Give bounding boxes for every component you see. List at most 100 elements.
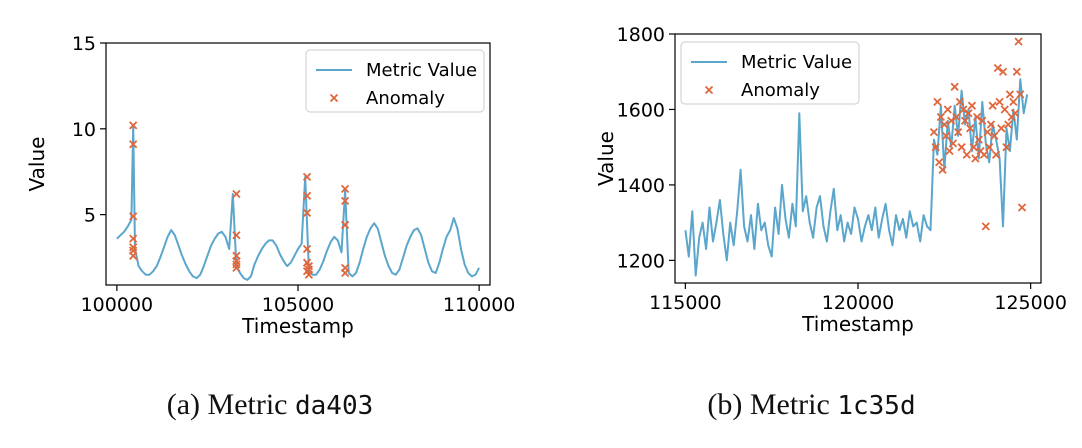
anomaly-point xyxy=(966,124,975,133)
anomaly-point xyxy=(953,127,963,137)
chart-a-svg: 100000 105000 110000 5 10 15 Timestamp Value Met… xyxy=(25,33,516,338)
anomaly-point xyxy=(933,97,942,107)
legend-anomaly-swatch xyxy=(329,93,339,103)
legend-anomaly-swatch xyxy=(704,85,714,95)
anomaly-point xyxy=(1017,203,1027,212)
anomaly-point xyxy=(1004,120,1013,129)
anomaly-point xyxy=(1000,105,1009,114)
anomaly-point xyxy=(983,127,992,137)
anomaly-point xyxy=(990,131,999,141)
anomaly-point xyxy=(931,143,940,152)
anomaly-point xyxy=(998,67,1008,76)
anomaly-point xyxy=(967,101,977,110)
anomaly-point xyxy=(941,131,951,141)
anomaly-point xyxy=(957,143,966,152)
anomaly-point xyxy=(943,105,952,114)
anomaly-point xyxy=(950,82,959,91)
legend-label-metric-value: Metric Value xyxy=(741,52,852,73)
x-axis-label: Timestamp xyxy=(801,312,914,336)
anomaly-point xyxy=(1012,67,1021,76)
y-tick-label: 1400 xyxy=(617,175,665,197)
anomaly-point xyxy=(979,150,989,159)
anomaly-point xyxy=(302,191,312,200)
anomaly-point xyxy=(959,105,968,114)
anomaly-point xyxy=(960,116,970,125)
y-tick-label: 1800 xyxy=(617,24,665,46)
y-axis-label: Value xyxy=(594,131,618,186)
anomaly-point xyxy=(302,244,312,254)
anomaly-point xyxy=(929,127,939,137)
anomaly-point xyxy=(981,222,990,231)
caption-b-prefix: (b) Metric xyxy=(707,388,830,421)
anomaly-point xyxy=(1005,90,1015,99)
anomaly-point xyxy=(991,150,1001,159)
anomaly-point xyxy=(232,189,241,199)
anomaly-point xyxy=(1009,97,1018,107)
anomaly-point xyxy=(971,154,980,163)
x-tick-label: 125000 xyxy=(994,292,1067,314)
chart-panel-a: 100000 105000 110000 5 10 15 Timestamp Value Met… xyxy=(0,0,540,448)
anomaly-point xyxy=(945,146,954,156)
anomaly-point xyxy=(232,231,241,240)
caption-a-id: da403 xyxy=(294,391,374,421)
x-tick-label: 105000 xyxy=(262,294,335,316)
anomaly-point xyxy=(936,112,946,122)
anomaly-point xyxy=(988,101,997,110)
legend-box xyxy=(680,41,860,105)
legend-label-anomaly: Anomaly xyxy=(366,88,445,109)
anomaly-point xyxy=(955,97,964,107)
anomaly-point xyxy=(938,165,947,174)
anomaly-point xyxy=(302,172,312,182)
x-tick-label: 115000 xyxy=(649,292,722,314)
anomaly-point xyxy=(340,184,350,194)
x-tick-label: 120000 xyxy=(822,292,895,314)
anomaly-point xyxy=(129,212,138,221)
caption-a: (a) Metric da403 xyxy=(0,388,540,422)
anomaly-point xyxy=(952,112,961,122)
legend-box xyxy=(305,49,485,113)
anomaly-point xyxy=(962,150,971,159)
caption-b-id: 1c35d xyxy=(837,391,916,421)
anomaly-point xyxy=(986,120,996,129)
anomaly-point xyxy=(340,196,350,206)
anomaly-point xyxy=(129,234,138,243)
anomaly-point xyxy=(995,97,1004,107)
y-tick-label: 1600 xyxy=(617,99,665,121)
legend-label-anomaly: Anomaly xyxy=(741,80,820,101)
anomaly-point xyxy=(978,116,987,125)
anomaly-point xyxy=(993,63,1002,73)
x-axis-label: Timestamp xyxy=(241,314,354,338)
anomaly-point xyxy=(340,268,350,278)
anomaly-point xyxy=(1016,90,1025,99)
x-tick-label: 110000 xyxy=(443,294,516,316)
anomaly-point xyxy=(947,116,956,125)
chart-panel-b: 115000 120000 125000 1200 1400 1600 1800 Timest… xyxy=(541,0,1082,448)
anomaly-point xyxy=(948,139,958,148)
legend: Metric Value Anomaly xyxy=(680,41,860,105)
anomaly-point xyxy=(997,124,1006,133)
y-tick-label: 10 xyxy=(72,119,96,141)
series-line-metric-value xyxy=(116,124,480,281)
anomaly-point xyxy=(340,220,350,230)
x-tick-label: 100000 xyxy=(81,294,154,316)
anomaly-point xyxy=(304,261,314,271)
anomaly-point xyxy=(129,121,138,130)
anomaly-point xyxy=(940,120,949,129)
series-line-metric-value xyxy=(684,78,1029,277)
caption-a-prefix: (a) Metric xyxy=(166,388,288,421)
anomaly-point xyxy=(972,112,982,122)
y-tick-label: 5 xyxy=(84,205,96,227)
y-tick-label: 15 xyxy=(72,33,96,55)
anomaly-point xyxy=(1014,37,1023,46)
anomaly-point xyxy=(1002,143,1011,152)
anomaly-point xyxy=(302,208,312,218)
y-axis-label: Value xyxy=(25,137,49,192)
anomaly-point xyxy=(985,143,994,152)
anomaly-point xyxy=(974,135,983,144)
caption-b: (b) Metric 1c35d xyxy=(541,388,1082,422)
anomaly-point xyxy=(232,263,241,272)
anomaly-point xyxy=(129,140,138,149)
legend-label-metric-value: Metric Value xyxy=(366,60,477,81)
anomaly-point xyxy=(129,251,138,260)
anomaly-point xyxy=(969,143,978,152)
